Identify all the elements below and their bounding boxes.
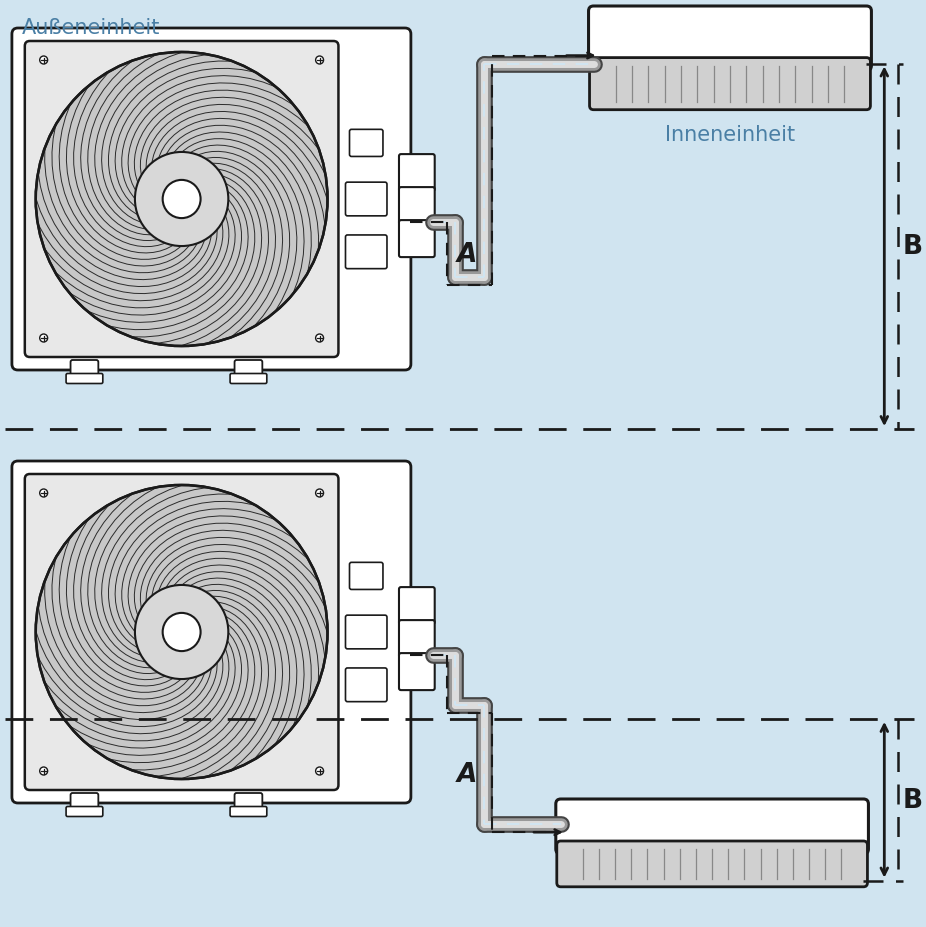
FancyBboxPatch shape [66,375,103,384]
Circle shape [163,614,201,652]
Circle shape [40,335,47,343]
Circle shape [36,486,328,780]
Text: A: A [457,761,477,787]
Circle shape [316,489,323,498]
Circle shape [40,57,47,65]
FancyBboxPatch shape [399,620,434,657]
Circle shape [316,768,323,775]
FancyBboxPatch shape [230,375,267,384]
FancyBboxPatch shape [399,188,434,225]
FancyBboxPatch shape [399,654,434,691]
Circle shape [163,181,201,219]
FancyBboxPatch shape [349,130,383,158]
FancyBboxPatch shape [234,361,262,381]
FancyBboxPatch shape [345,183,387,217]
FancyBboxPatch shape [66,806,103,817]
Text: B: B [902,234,922,260]
FancyBboxPatch shape [70,794,98,813]
FancyBboxPatch shape [399,155,434,192]
Circle shape [135,585,229,679]
FancyBboxPatch shape [12,29,411,371]
FancyBboxPatch shape [556,799,869,854]
FancyBboxPatch shape [590,58,870,110]
Text: A: A [457,242,477,268]
Circle shape [316,335,323,343]
FancyBboxPatch shape [589,7,871,71]
FancyBboxPatch shape [399,588,434,625]
Circle shape [40,768,47,775]
Circle shape [36,53,328,347]
FancyBboxPatch shape [70,361,98,381]
FancyBboxPatch shape [345,235,387,270]
Text: B: B [902,787,922,813]
Text: Außeneinheit: Außeneinheit [22,18,160,38]
FancyBboxPatch shape [345,668,387,702]
FancyBboxPatch shape [25,475,338,790]
FancyBboxPatch shape [557,841,868,887]
Circle shape [40,489,47,498]
FancyBboxPatch shape [234,794,262,813]
Circle shape [316,57,323,65]
FancyBboxPatch shape [230,806,267,817]
FancyBboxPatch shape [25,42,338,358]
FancyBboxPatch shape [349,563,383,590]
Circle shape [135,153,229,247]
FancyBboxPatch shape [345,616,387,649]
Text: Inneneinheit: Inneneinheit [665,125,795,145]
FancyBboxPatch shape [12,462,411,803]
FancyBboxPatch shape [399,221,434,258]
